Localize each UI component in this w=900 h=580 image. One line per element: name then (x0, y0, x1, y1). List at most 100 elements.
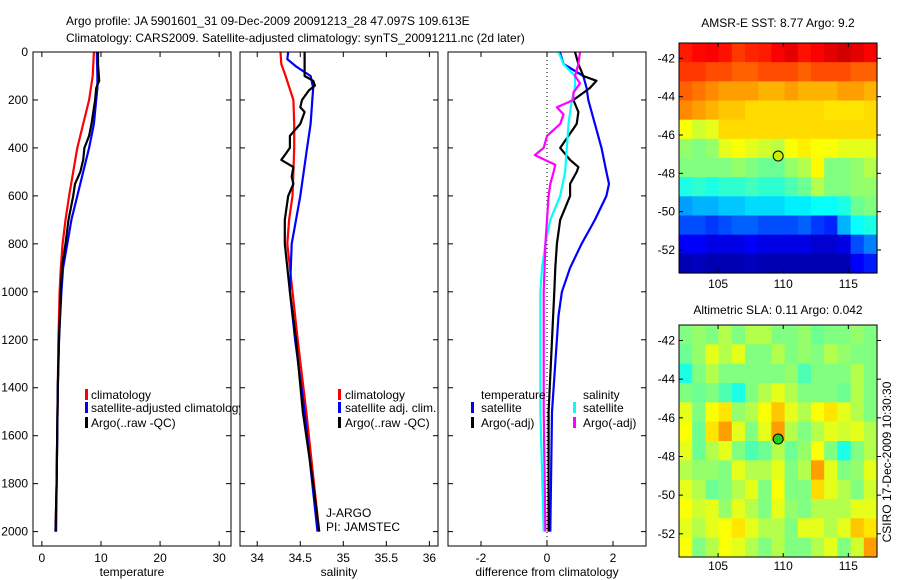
heatmap-cell (758, 537, 772, 558)
heatmap-cell (758, 460, 772, 481)
axes-frame (239, 51, 439, 547)
heatmap-cell (797, 402, 812, 423)
heatmap-cell (718, 325, 733, 345)
heatmap-cell (718, 460, 733, 481)
x-tick-label: 10 (94, 551, 108, 565)
heatmap-cell (679, 460, 693, 481)
heatmap-cell (718, 402, 733, 423)
series-line-temperature-argo-adj- (547, 52, 598, 532)
heatmap-cell (863, 119, 878, 140)
y-tick-label: -48 (658, 449, 676, 463)
heatmap-cell (771, 196, 786, 217)
heatmap-cell (731, 421, 746, 442)
heatmap-cell (797, 100, 812, 121)
heatmap-cell (837, 325, 852, 345)
profile-panel-salinity: 34 34.5 35 35.5 36 salinity climatologysatelli… (239, 51, 439, 579)
heatmap-cell (731, 234, 746, 255)
heatmap-cell (771, 100, 786, 121)
y-tick-label: -44 (658, 372, 676, 386)
heatmap-cell (824, 402, 838, 423)
legend-group-title: salinity (583, 388, 620, 402)
heatmap-cell (811, 138, 825, 159)
heatmap-cell (863, 363, 878, 384)
series-line-argo-raw-qc- (280, 52, 321, 532)
heatmap-cell (731, 158, 746, 178)
heatmap-cell (745, 344, 759, 365)
heatmap-cell (824, 177, 838, 197)
heatmap-cell (718, 43, 733, 63)
heatmap-cell (758, 81, 772, 102)
heatmap-cell (718, 62, 733, 82)
heatmap-cell (705, 325, 720, 345)
heatmap-cell (692, 177, 706, 197)
heatmap-cell (705, 138, 720, 159)
heatmap-cell (718, 383, 733, 403)
y-tick-label: -48 (658, 166, 676, 180)
heatmap-cell (679, 479, 693, 500)
heatmap-cell (837, 537, 852, 558)
heatmap-cell (731, 479, 746, 500)
heatmap-cell (824, 100, 838, 121)
legend-entry: Argo(..raw -QC) (91, 416, 176, 430)
heatmap-cell (850, 119, 865, 140)
heatmap-cell (705, 158, 720, 178)
x-tick-label: 20 (153, 551, 167, 565)
map-title: AMSR-E SST: 8.77 Argo: 9.2 (701, 16, 855, 30)
heatmap-cell (745, 177, 759, 197)
heatmap-cell (745, 402, 759, 423)
profile-annotation: J-ARGO (326, 506, 371, 520)
heatmap-cell (705, 518, 720, 539)
heatmap-cell (771, 234, 786, 255)
heatmap-cell (718, 344, 733, 365)
heatmap-cell (718, 100, 733, 121)
heatmap-cell (745, 215, 759, 236)
heatmap-cell (745, 138, 759, 159)
figure-title-line2: Climatology: CARS2009. Satellite-adjuste… (66, 31, 525, 45)
heatmap-cell (679, 499, 693, 519)
heatmap-cell (850, 325, 865, 345)
heatmap-cell (745, 158, 759, 178)
heatmap-cell (745, 62, 759, 82)
plot-background (448, 52, 646, 546)
heatmap-cell (731, 441, 746, 461)
heatmap-cell (837, 344, 852, 365)
heatmap-cell (850, 81, 865, 102)
heatmap-cell (705, 344, 720, 365)
heatmap-cell (731, 344, 746, 365)
x-tick-label: 35 (337, 551, 351, 565)
heatmap-cell (797, 479, 812, 500)
heatmap-cell (811, 325, 825, 345)
y-tick-label: 2000 (1, 525, 28, 539)
legend-entry: satellite (583, 401, 624, 415)
heatmap-cell (837, 119, 852, 140)
heatmap-cell (705, 177, 720, 197)
legend-swatch (338, 402, 341, 413)
heatmap-cell (850, 100, 865, 121)
legend-swatch (85, 417, 88, 428)
heatmap-cell (863, 253, 878, 274)
heatmap-cell (824, 62, 838, 82)
heatmap-cell (758, 383, 772, 403)
heatmap-cell (863, 344, 878, 365)
y-tick-label: 200 (8, 93, 28, 107)
legend-entry: Argo(-adj) (481, 416, 534, 430)
heatmap-cell (745, 325, 759, 345)
heatmap-cell (705, 441, 720, 461)
heatmap-cell (797, 441, 812, 461)
map-frame (678, 42, 878, 274)
heatmap-cell (811, 460, 825, 481)
x-tick-label: -2 (476, 551, 487, 565)
heatmap-cell (784, 518, 799, 539)
heatmap-cell (758, 62, 772, 82)
heatmap-cell (758, 215, 772, 236)
heatmap-cell (824, 253, 838, 274)
heatmap-cell (718, 119, 733, 140)
heatmap-cell (731, 518, 746, 539)
x-tick-label: 0 (39, 551, 46, 565)
credit-text: CSIRO 17-Dec-2009 10:30:30 (880, 381, 894, 542)
heatmap-cell (758, 119, 772, 140)
y-tick-label: 400 (8, 141, 28, 155)
heatmap-cell (771, 402, 786, 423)
